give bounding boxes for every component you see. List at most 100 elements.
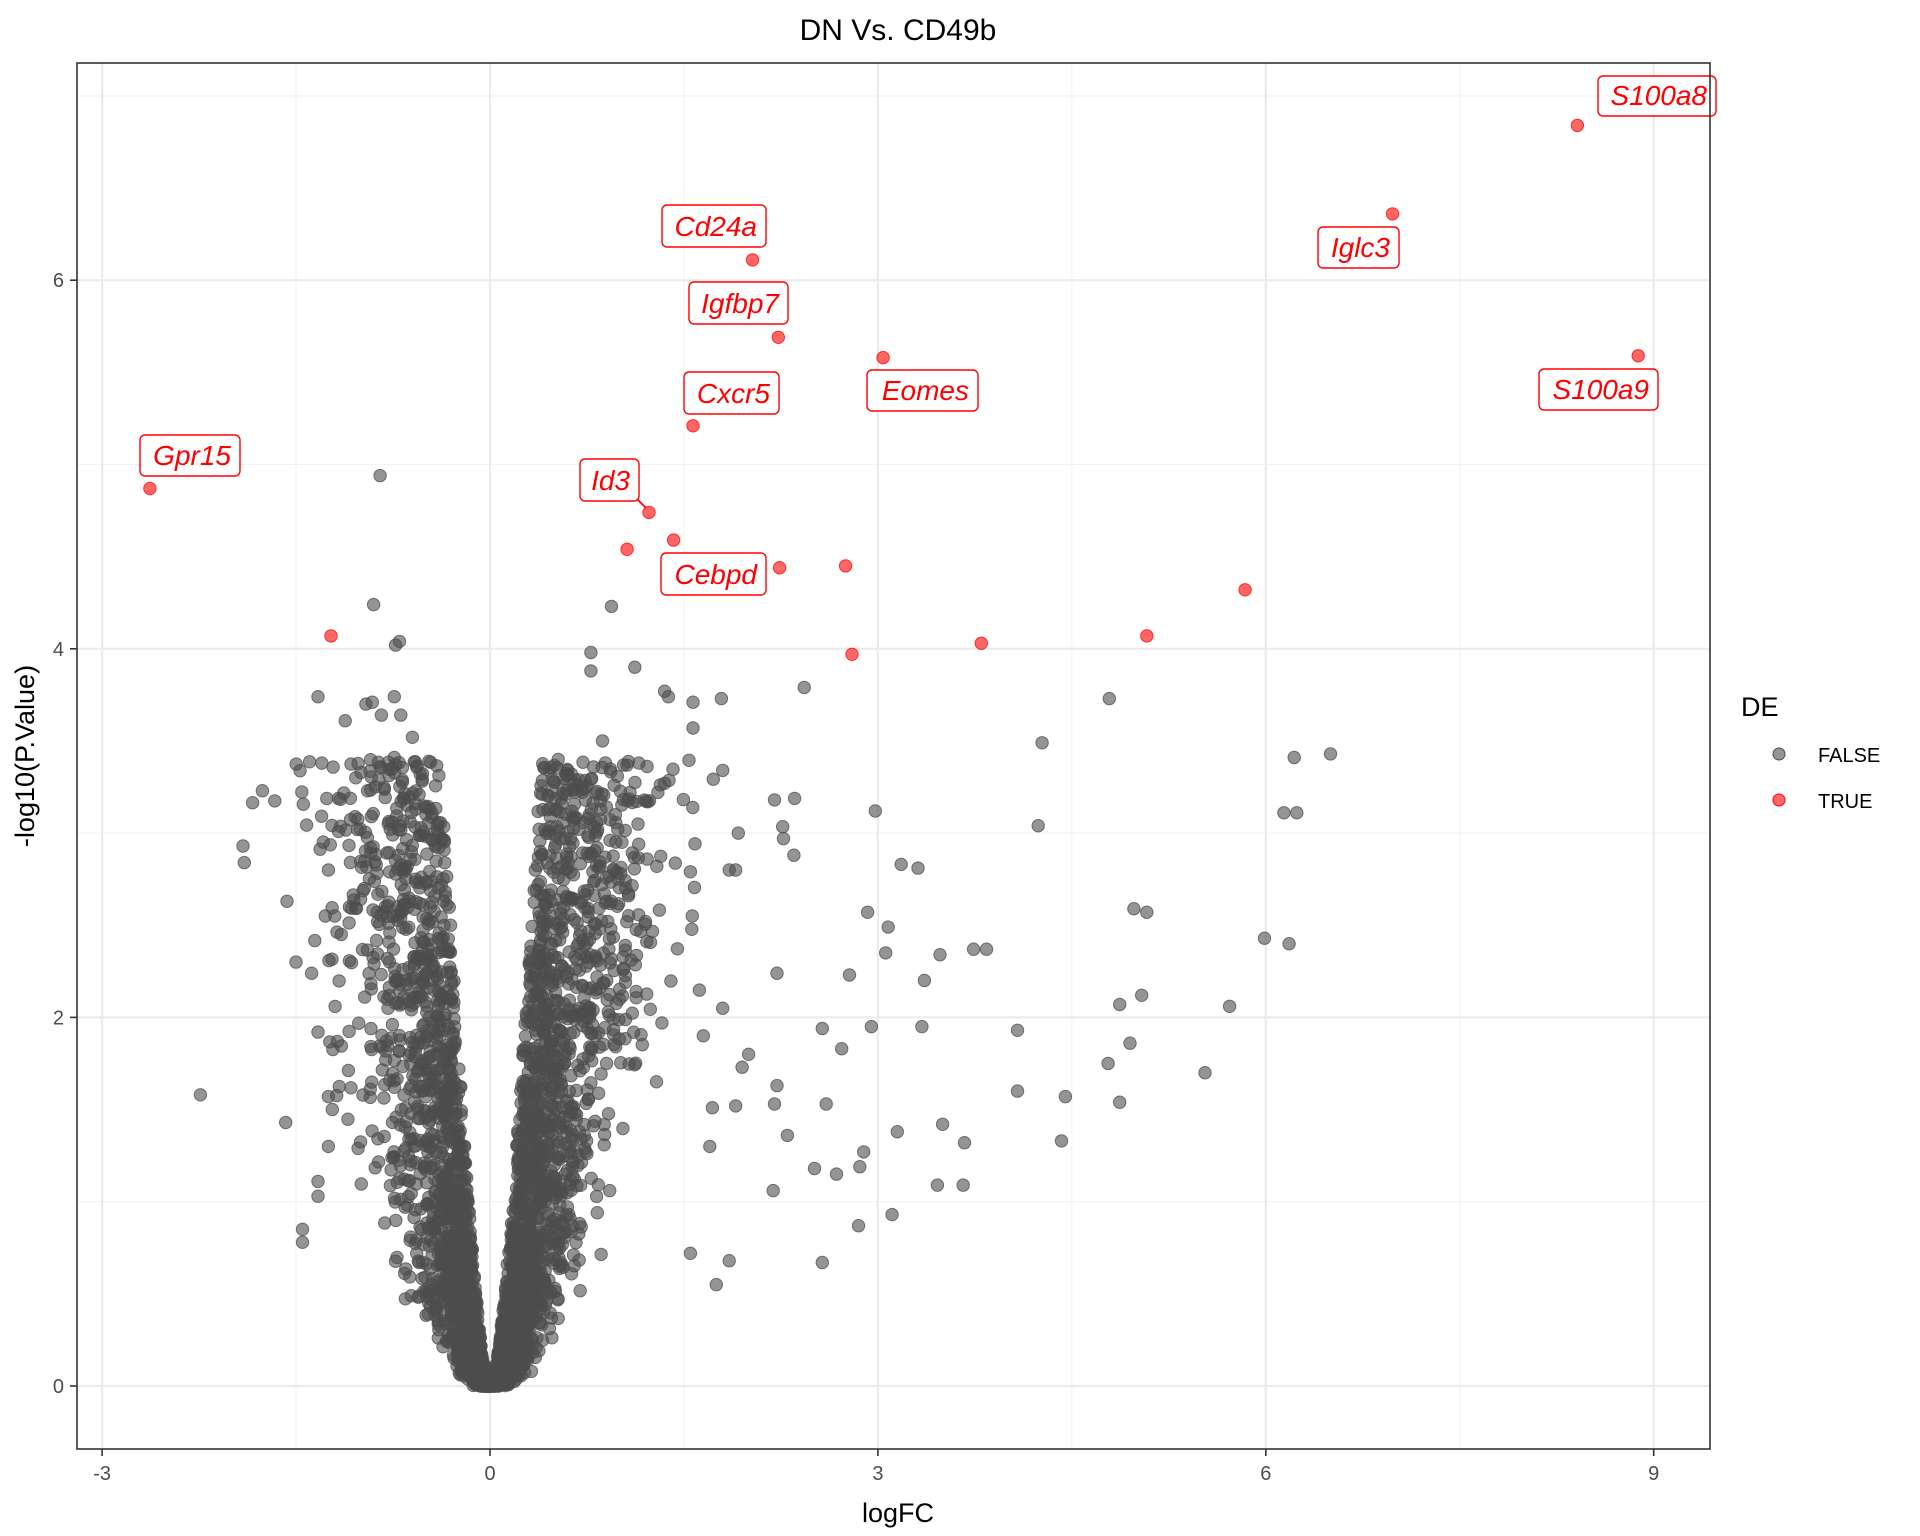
point-true [1385, 207, 1400, 221]
point-false [554, 920, 569, 934]
point-false [419, 1090, 433, 1104]
point-false [589, 983, 603, 997]
point-false [418, 1105, 432, 1119]
point-false [676, 792, 691, 807]
point-false [433, 1205, 448, 1219]
point-true [745, 253, 760, 267]
point-false [397, 1144, 411, 1158]
point-false [525, 1346, 540, 1360]
x-tick-label: 9 [1648, 1463, 1659, 1485]
point-false [550, 1133, 565, 1148]
point-false [280, 894, 294, 908]
point-false [423, 802, 437, 816]
point-false [388, 638, 403, 652]
point-false [421, 1145, 435, 1159]
points-de-true [143, 118, 1645, 661]
point-false [519, 1305, 534, 1320]
point-false [407, 949, 421, 964]
point-false [511, 1124, 525, 1138]
point-false [433, 816, 448, 830]
point-false [405, 730, 420, 744]
y-axis-title: -log10(P.Value) [10, 665, 40, 847]
point-false [347, 893, 361, 907]
gene-labels: S100a8 Iglc3 Cd24a Igfbp7 Eomes S100a9 Cxcr5 Gp… [139, 75, 1717, 596]
point-true [974, 636, 988, 650]
point-false [607, 1037, 621, 1052]
point-false [682, 753, 696, 767]
point-false [628, 660, 642, 674]
point-false [315, 756, 329, 770]
point-false [536, 757, 550, 771]
point-false [408, 936, 422, 950]
point-false [1102, 691, 1117, 706]
point-false [500, 1341, 514, 1355]
point-false [442, 1022, 456, 1036]
point-false [551, 1058, 565, 1073]
point-false [440, 1075, 454, 1090]
point-false [590, 970, 604, 984]
point-false [590, 1206, 604, 1220]
point-false [770, 966, 784, 980]
point-false [517, 1365, 532, 1380]
point-false [503, 1285, 518, 1299]
point-false [434, 1245, 448, 1259]
point-false [933, 948, 947, 962]
point-false [562, 1039, 576, 1053]
point-false [602, 1008, 616, 1022]
legend: DE FALSE TRUE [1741, 692, 1880, 813]
point-false [394, 708, 408, 722]
point-false [641, 795, 655, 809]
point-false [703, 1139, 717, 1154]
point-false [363, 841, 378, 855]
point-false [441, 1095, 455, 1109]
point-false [705, 1101, 720, 1115]
point-false [537, 947, 551, 961]
point-false [714, 691, 729, 706]
point-false [519, 1282, 534, 1297]
point-false [915, 1019, 929, 1034]
point-false [308, 933, 322, 948]
point-false [370, 866, 384, 880]
panel-border [76, 62, 1711, 1450]
point-true [1631, 349, 1645, 363]
point-false [515, 1079, 529, 1093]
point-false [523, 1116, 538, 1131]
point-false [622, 1057, 636, 1071]
label-box [1538, 368, 1659, 411]
point-false [521, 1239, 535, 1253]
point-true [772, 561, 787, 575]
point-false [956, 1178, 970, 1192]
point-false [447, 1203, 461, 1217]
point-false [575, 978, 589, 993]
point-false [425, 1217, 439, 1231]
point-false [628, 775, 642, 790]
point-false [441, 944, 455, 959]
point-false [331, 791, 346, 806]
point-false [911, 861, 925, 875]
legend-item-false: FALSE [1772, 745, 1880, 767]
label-box [688, 281, 789, 325]
point-false [529, 1128, 544, 1143]
point-false [385, 1017, 400, 1032]
point-false [815, 1255, 829, 1270]
point-false [422, 1190, 436, 1205]
point-false [374, 967, 388, 982]
legend-label-true: TRUE [1818, 791, 1872, 813]
point-false [1113, 1095, 1127, 1109]
point-false [592, 861, 606, 875]
point-false [527, 1008, 541, 1023]
point-false [666, 762, 680, 776]
point-false [425, 954, 439, 968]
point-true [838, 559, 853, 573]
gene-label-s100a8: S100a8 [1597, 75, 1717, 117]
point-false [423, 900, 437, 914]
point-false [631, 817, 645, 831]
point-false [411, 1290, 425, 1304]
point-false [341, 1063, 356, 1078]
point-false [582, 955, 596, 970]
point-false [360, 943, 375, 957]
point-false [632, 837, 646, 851]
point-false [640, 852, 654, 866]
point-false [1282, 937, 1296, 951]
point-false [562, 1084, 576, 1099]
